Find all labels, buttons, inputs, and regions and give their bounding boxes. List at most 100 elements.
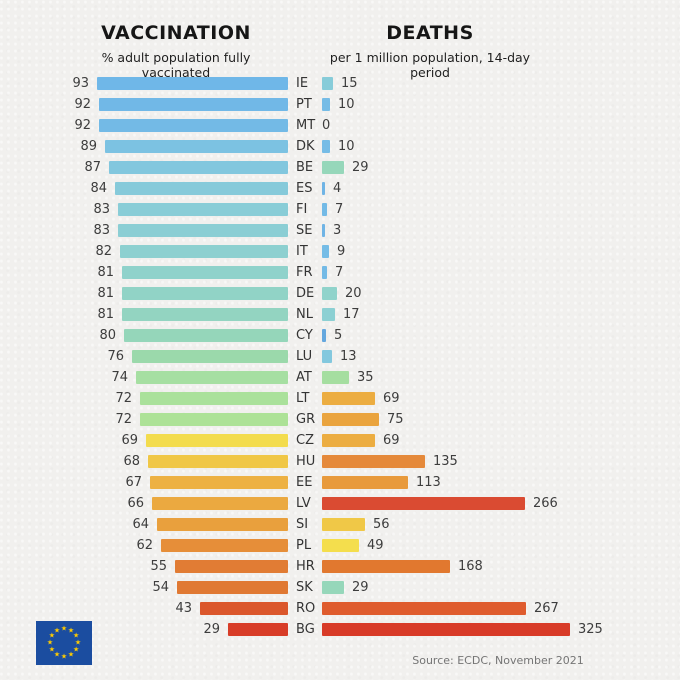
deaths-bar — [322, 476, 408, 489]
vaccination-value-label: 29 — [203, 622, 220, 637]
vaccination-bar-zone: 54 — [0, 580, 288, 595]
chart-row: 64 SI 56 — [0, 514, 680, 535]
deaths-value-label: 325 — [578, 622, 603, 637]
country-code-label: FR — [296, 265, 313, 280]
deaths-bar-zone: 10 — [322, 139, 680, 154]
eu-flag-star-icon: ★ — [72, 631, 80, 640]
vaccination-bar-zone: 62 — [0, 538, 288, 553]
deaths-bar-zone: 49 — [322, 538, 680, 553]
eu-flag-star-icon: ★ — [60, 652, 68, 661]
deaths-bar-zone: 20 — [322, 286, 680, 301]
deaths-bar-zone: 7 — [322, 265, 680, 280]
vaccination-bar-zone: 66 — [0, 496, 288, 511]
chart-row: 81 FR 7 — [0, 262, 680, 283]
chart-row: 72 LT 69 — [0, 388, 680, 409]
chart-rows: 93 IE 15 92 PT 10 92 — [0, 73, 680, 640]
vaccination-value-label: 87 — [84, 160, 101, 175]
vaccination-value-label: 72 — [115, 391, 132, 406]
deaths-value-label: 17 — [343, 307, 360, 322]
vaccination-bar-zone: 69 — [0, 433, 288, 448]
country-code-label: RO — [296, 601, 316, 616]
deaths-bar — [322, 602, 526, 615]
deaths-bar — [322, 266, 327, 279]
deaths-bar — [322, 245, 329, 258]
vaccination-value-label: 68 — [123, 454, 140, 469]
deaths-bar-zone: 266 — [322, 496, 680, 511]
deaths-bar-zone: 5 — [322, 328, 680, 343]
chart-row: 54 SK 29 — [0, 577, 680, 598]
vaccination-value-label: 83 — [93, 202, 110, 217]
vaccination-value-label: 43 — [175, 601, 192, 616]
vaccination-value-label: 81 — [97, 307, 114, 322]
vaccination-value-label: 84 — [90, 181, 107, 196]
deaths-bar — [322, 98, 330, 111]
vaccination-bar — [140, 413, 288, 426]
deaths-bar-zone: 3 — [322, 223, 680, 238]
deaths-bar — [322, 413, 379, 426]
vaccination-bar-zone: 84 — [0, 181, 288, 196]
vaccination-bar — [122, 308, 288, 321]
vaccination-bar-zone: 82 — [0, 244, 288, 259]
chart-row: 67 EE 113 — [0, 472, 680, 493]
deaths-bar-zone: 69 — [322, 433, 680, 448]
vaccination-value-label: 66 — [127, 496, 144, 511]
vaccination-bar — [105, 140, 288, 153]
country-code-label: SE — [296, 223, 313, 238]
deaths-bar — [322, 350, 332, 363]
vaccination-value-label: 69 — [121, 433, 138, 448]
deaths-bar — [322, 140, 330, 153]
vaccination-bar — [118, 203, 288, 216]
deaths-value-label: 113 — [416, 475, 441, 490]
vaccination-bar — [157, 518, 288, 531]
vaccination-value-label: 67 — [125, 475, 142, 490]
vaccination-bar-zone: 87 — [0, 160, 288, 175]
deaths-bar — [322, 182, 325, 195]
chart-row: 81 NL 17 — [0, 304, 680, 325]
chart-row: 55 HR 168 — [0, 556, 680, 577]
deaths-bar-zone: 17 — [322, 307, 680, 322]
deaths-bar-zone: 69 — [322, 391, 680, 406]
deaths-bar — [322, 560, 450, 573]
vaccination-value-label: 64 — [132, 517, 149, 532]
chart-row: 76 LU 13 — [0, 346, 680, 367]
deaths-value-label: 56 — [373, 517, 390, 532]
deaths-bar — [322, 455, 425, 468]
chart-row: 84 ES 4 — [0, 178, 680, 199]
deaths-value-label: 135 — [433, 454, 458, 469]
vaccination-bar — [132, 350, 288, 363]
deaths-bar-zone: 0 — [322, 118, 680, 133]
eu-flag-star-icon: ★ — [67, 650, 75, 659]
vaccination-bar — [115, 182, 288, 195]
deaths-bar-zone: 75 — [322, 412, 680, 427]
vaccination-bar-zone: 83 — [0, 223, 288, 238]
country-code-label: LV — [296, 496, 311, 511]
vaccination-title: VACCINATION — [101, 22, 251, 44]
vaccination-bar-zone: 76 — [0, 349, 288, 364]
vaccination-header: VACCINATION % adult population fully vac… — [66, 22, 286, 80]
country-code-label: SK — [296, 580, 313, 595]
vaccination-bar-zone: 43 — [0, 601, 288, 616]
country-code-label: FI — [296, 202, 308, 217]
vaccination-value-label: 76 — [107, 349, 124, 364]
deaths-bar-zone: 7 — [322, 202, 680, 217]
vaccination-bar — [146, 434, 288, 447]
vaccination-value-label: 92 — [74, 97, 91, 112]
deaths-bar — [322, 497, 525, 510]
country-code-label: CZ — [296, 433, 314, 448]
deaths-value-label: 5 — [334, 328, 343, 343]
country-code-label: BE — [296, 160, 314, 175]
deaths-bar — [322, 161, 344, 174]
vaccination-bar-zone: 55 — [0, 559, 288, 574]
country-code-label: GR — [296, 412, 316, 427]
deaths-value-label: 35 — [357, 370, 374, 385]
vaccination-bar — [152, 497, 288, 510]
country-code-label: DE — [296, 286, 315, 301]
deaths-bar — [322, 581, 344, 594]
vaccination-bar-zone: 64 — [0, 517, 288, 532]
eu-flag-star-icon: ★ — [60, 624, 68, 633]
vaccination-bar-zone: 72 — [0, 391, 288, 406]
vaccination-bar — [99, 98, 288, 111]
deaths-value-label: 29 — [352, 580, 369, 595]
deaths-value-label: 13 — [340, 349, 357, 364]
vaccination-value-label: 89 — [80, 139, 97, 154]
